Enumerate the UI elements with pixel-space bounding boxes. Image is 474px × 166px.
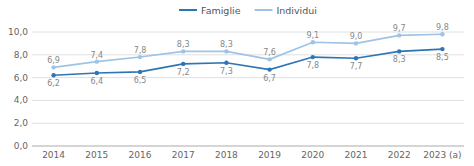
data-label: 6,5 bbox=[134, 76, 147, 85]
data-label: 8,5 bbox=[436, 53, 449, 62]
point bbox=[440, 47, 444, 51]
y-tick-label: 6,0 bbox=[14, 73, 29, 83]
x-tick-label: 2017 bbox=[172, 150, 195, 160]
data-label: 7,4 bbox=[90, 51, 103, 60]
point bbox=[311, 55, 315, 59]
marks bbox=[51, 32, 444, 77]
legend-swatch bbox=[179, 9, 197, 11]
point bbox=[311, 40, 315, 44]
data-label: 8,3 bbox=[220, 40, 233, 49]
data-label: 7,8 bbox=[306, 61, 319, 70]
grid bbox=[32, 32, 464, 146]
data-label: 6,9 bbox=[47, 56, 60, 65]
grid-line bbox=[32, 123, 464, 124]
legend-item: Famiglie bbox=[179, 5, 241, 16]
x-tick-label: 2023 (a) bbox=[423, 150, 461, 160]
y-tick-label: 10,0 bbox=[8, 27, 28, 37]
point bbox=[95, 71, 99, 75]
point bbox=[354, 56, 358, 60]
x-tick-label: 2014 bbox=[42, 150, 65, 160]
data-label: 7,3 bbox=[220, 67, 233, 76]
point bbox=[267, 57, 271, 61]
y-tick-label: 2,0 bbox=[14, 118, 29, 128]
x-tick-label: 2019 bbox=[258, 150, 281, 160]
point bbox=[95, 59, 99, 63]
data-label: 6,2 bbox=[47, 79, 60, 88]
grid-line bbox=[32, 146, 464, 147]
point bbox=[354, 41, 358, 45]
legend-label: Famiglie bbox=[201, 5, 241, 16]
point bbox=[440, 32, 444, 36]
x-tick-label: 2021 bbox=[345, 150, 368, 160]
legend-label: Individui bbox=[277, 5, 317, 16]
data-label: 6,7 bbox=[263, 74, 276, 83]
x-tick-label: 2020 bbox=[301, 150, 324, 160]
point bbox=[397, 33, 401, 37]
data-label: 7,8 bbox=[134, 46, 147, 55]
data-label: 9,7 bbox=[393, 24, 406, 33]
point bbox=[138, 55, 142, 59]
y-tick-label: 0,0 bbox=[14, 141, 29, 151]
data-label: 9,8 bbox=[436, 23, 449, 32]
data-label: 7,7 bbox=[350, 62, 363, 71]
point bbox=[51, 73, 55, 77]
data-labels: 6,2 6,4 6,5 7,2 7,3 6,7 7,8 7,7 8,3 8,5 6,9 7,4 7,8 8… bbox=[47, 23, 449, 88]
point bbox=[397, 49, 401, 53]
point bbox=[181, 62, 185, 66]
data-label: 6,4 bbox=[90, 77, 103, 86]
data-label: 7,2 bbox=[177, 68, 190, 77]
grid-line bbox=[32, 100, 464, 101]
x-tick-label: 2018 bbox=[215, 150, 238, 160]
data-label: 8,3 bbox=[393, 55, 406, 64]
series-line bbox=[54, 34, 443, 67]
data-label: 7,6 bbox=[263, 48, 276, 57]
chart: 0,0 2,0 4,0 6,0 8,0 10,0 2014 2015 2016 2017 2018 2… bbox=[0, 0, 474, 166]
y-tick-label: 8,0 bbox=[14, 50, 29, 60]
x-tick-label: 2015 bbox=[85, 150, 108, 160]
point bbox=[51, 65, 55, 69]
point bbox=[224, 61, 228, 65]
point bbox=[138, 70, 142, 74]
legend-item: Individui bbox=[255, 5, 317, 16]
x-tick-label: 2016 bbox=[129, 150, 152, 160]
legend: Famiglie Individui bbox=[179, 5, 317, 16]
data-label: 8,3 bbox=[177, 40, 190, 49]
series-line bbox=[54, 49, 443, 75]
point bbox=[181, 49, 185, 53]
point bbox=[267, 67, 271, 71]
data-label: 9,1 bbox=[306, 31, 319, 40]
x-axis-line bbox=[32, 146, 464, 147]
data-label: 9,0 bbox=[350, 32, 363, 41]
y-tick-label: 4,0 bbox=[14, 95, 29, 105]
legend-swatch bbox=[255, 9, 273, 11]
x-tick-label: 2022 bbox=[388, 150, 411, 160]
point bbox=[224, 49, 228, 53]
